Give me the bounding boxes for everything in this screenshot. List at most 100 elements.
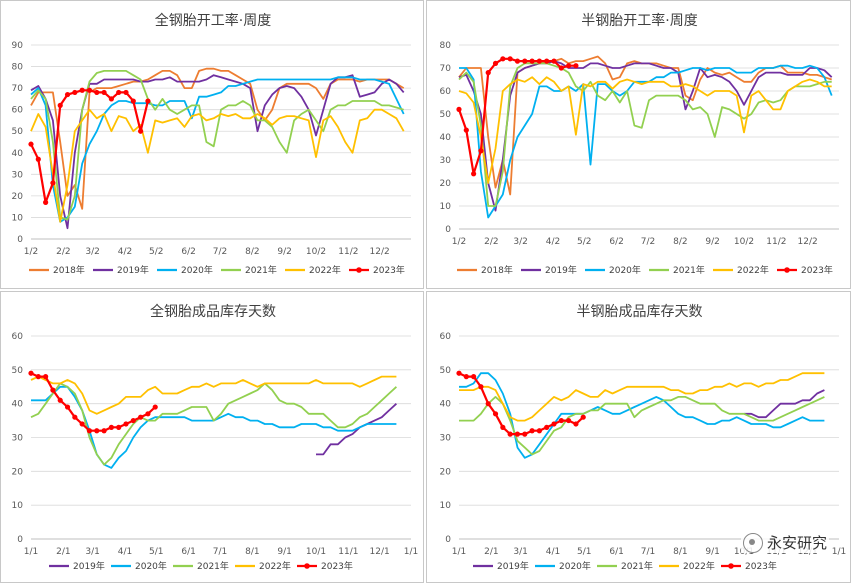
y-tick-label: 30 bbox=[12, 170, 24, 180]
x-tick-label: 12/1 bbox=[370, 547, 390, 557]
legend-label: 2023年 bbox=[373, 264, 405, 276]
legend-label: 2019年 bbox=[497, 560, 529, 572]
data-point bbox=[79, 87, 85, 93]
data-point bbox=[456, 370, 462, 376]
y-tick-label: 80 bbox=[440, 41, 452, 51]
x-tick-label: 6/2 bbox=[609, 237, 623, 247]
chart-panel-full-steel-utilization: 全钢胎开工率·周度 0 10 20 30 40 50 60 70 80 90 1/2 2/2 3/2 4/2… bbox=[0, 0, 424, 289]
y-tick-label: 20 bbox=[12, 467, 24, 477]
y-tick-label: 50 bbox=[12, 127, 24, 137]
series-line bbox=[30, 76, 405, 223]
x-tick-label: 4/2 bbox=[118, 247, 132, 257]
chart-title: 全钢胎开工率·周度 bbox=[155, 12, 271, 29]
data-point bbox=[573, 63, 579, 69]
data-point bbox=[573, 421, 579, 427]
x-tick-label: 10/2 bbox=[734, 237, 754, 247]
series-line bbox=[459, 372, 825, 459]
data-point bbox=[43, 374, 49, 380]
data-point bbox=[463, 374, 469, 380]
x-tick-label: 9/2 bbox=[705, 237, 719, 247]
data-point bbox=[485, 70, 491, 76]
x-tick-label: 8/2 bbox=[245, 247, 259, 257]
legend-marker bbox=[728, 563, 734, 569]
legend-label: 2023年 bbox=[745, 560, 777, 572]
data-point bbox=[507, 56, 513, 62]
data-point bbox=[536, 58, 542, 64]
y-tick-label: 40 bbox=[12, 149, 24, 159]
y-tick-label: 70 bbox=[12, 84, 24, 94]
x-tick-label: 2/1 bbox=[484, 547, 498, 557]
legend-label: 2022年 bbox=[737, 264, 769, 276]
y-tick-label: 0 bbox=[17, 235, 23, 245]
series-line bbox=[30, 108, 405, 223]
x-tick-label: 8/1 bbox=[673, 547, 687, 557]
chart-svg-1: 半钢胎开工率·周度 0 10 20 30 40 50 60 70 80 1/2 2/2 3/2 4/2 5/… bbox=[440, 12, 839, 276]
y-tick-label: 70 bbox=[440, 64, 452, 74]
y-tick-label: 30 bbox=[440, 434, 452, 444]
data-point bbox=[471, 171, 477, 177]
legend-label: 2021年 bbox=[621, 560, 653, 572]
series-line bbox=[744, 389, 825, 419]
x-tick-label: 3/1 bbox=[85, 547, 99, 557]
y-tick-label: 0 bbox=[445, 225, 451, 235]
data-point bbox=[57, 397, 63, 403]
x-tick-label: 2/1 bbox=[56, 547, 70, 557]
data-point bbox=[492, 411, 499, 417]
y-tick-label: 10 bbox=[440, 202, 452, 212]
data-point bbox=[566, 417, 572, 424]
series-line bbox=[30, 70, 404, 221]
legend-label: 2023年 bbox=[321, 560, 353, 572]
y-tick-label: 20 bbox=[440, 467, 452, 477]
data-point bbox=[101, 428, 107, 434]
x-tick-label: 7/2 bbox=[213, 247, 227, 257]
data-point bbox=[558, 417, 564, 424]
series-line bbox=[30, 382, 398, 466]
x-tick-label: 5/1 bbox=[149, 547, 163, 557]
y-tick-label: 60 bbox=[12, 106, 24, 116]
x-tick-label: 7/2 bbox=[641, 237, 655, 247]
y-tick-label: 10 bbox=[12, 501, 24, 511]
x-tick-label: 1/2 bbox=[24, 247, 38, 257]
x-tick-label: 2/2 bbox=[56, 247, 70, 257]
data-point bbox=[116, 424, 122, 430]
data-point bbox=[130, 417, 136, 424]
y-tick-label: 50 bbox=[440, 366, 452, 376]
series-line bbox=[459, 64, 833, 219]
data-point bbox=[463, 127, 469, 133]
data-point bbox=[514, 431, 521, 437]
data-point bbox=[529, 58, 535, 64]
data-point bbox=[500, 56, 506, 62]
x-tick-label: 7/1 bbox=[213, 547, 227, 557]
chart-title: 全钢胎成品库存天数 bbox=[150, 303, 276, 320]
legend-label: 2021年 bbox=[673, 264, 705, 276]
data-point bbox=[72, 414, 78, 420]
data-point bbox=[130, 98, 136, 104]
data-point bbox=[558, 65, 564, 71]
data-point bbox=[50, 387, 56, 393]
y-tick-label: 20 bbox=[12, 192, 24, 202]
data-point bbox=[86, 87, 93, 93]
y-tick-label: 0 bbox=[17, 535, 23, 545]
data-point bbox=[123, 89, 129, 96]
legend-label: 2020年 bbox=[135, 560, 167, 572]
legend-label: 2022年 bbox=[683, 560, 715, 572]
x-tick-label: 11/2 bbox=[766, 237, 786, 247]
legend-label: 2023年 bbox=[801, 264, 833, 276]
data-point bbox=[152, 404, 158, 410]
y-tick-label: 60 bbox=[440, 332, 452, 342]
legend-label: 2021年 bbox=[197, 560, 229, 572]
data-point bbox=[101, 89, 107, 96]
x-tick-label: 11/1 bbox=[338, 547, 358, 557]
series-line bbox=[459, 372, 825, 422]
data-point bbox=[580, 414, 586, 420]
data-point bbox=[123, 421, 129, 427]
data-point bbox=[536, 428, 542, 434]
x-tick-label: 6/1 bbox=[609, 547, 623, 557]
data-point bbox=[94, 428, 100, 434]
x-tick-label: 7/1 bbox=[641, 547, 655, 557]
x-tick-label: 3/2 bbox=[513, 237, 527, 247]
y-tick-label: 50 bbox=[12, 366, 24, 376]
legend-label: 2021年 bbox=[245, 264, 277, 276]
x-tick-label: 5/1 bbox=[577, 547, 591, 557]
x-tick-label: 1/1 bbox=[24, 547, 38, 557]
